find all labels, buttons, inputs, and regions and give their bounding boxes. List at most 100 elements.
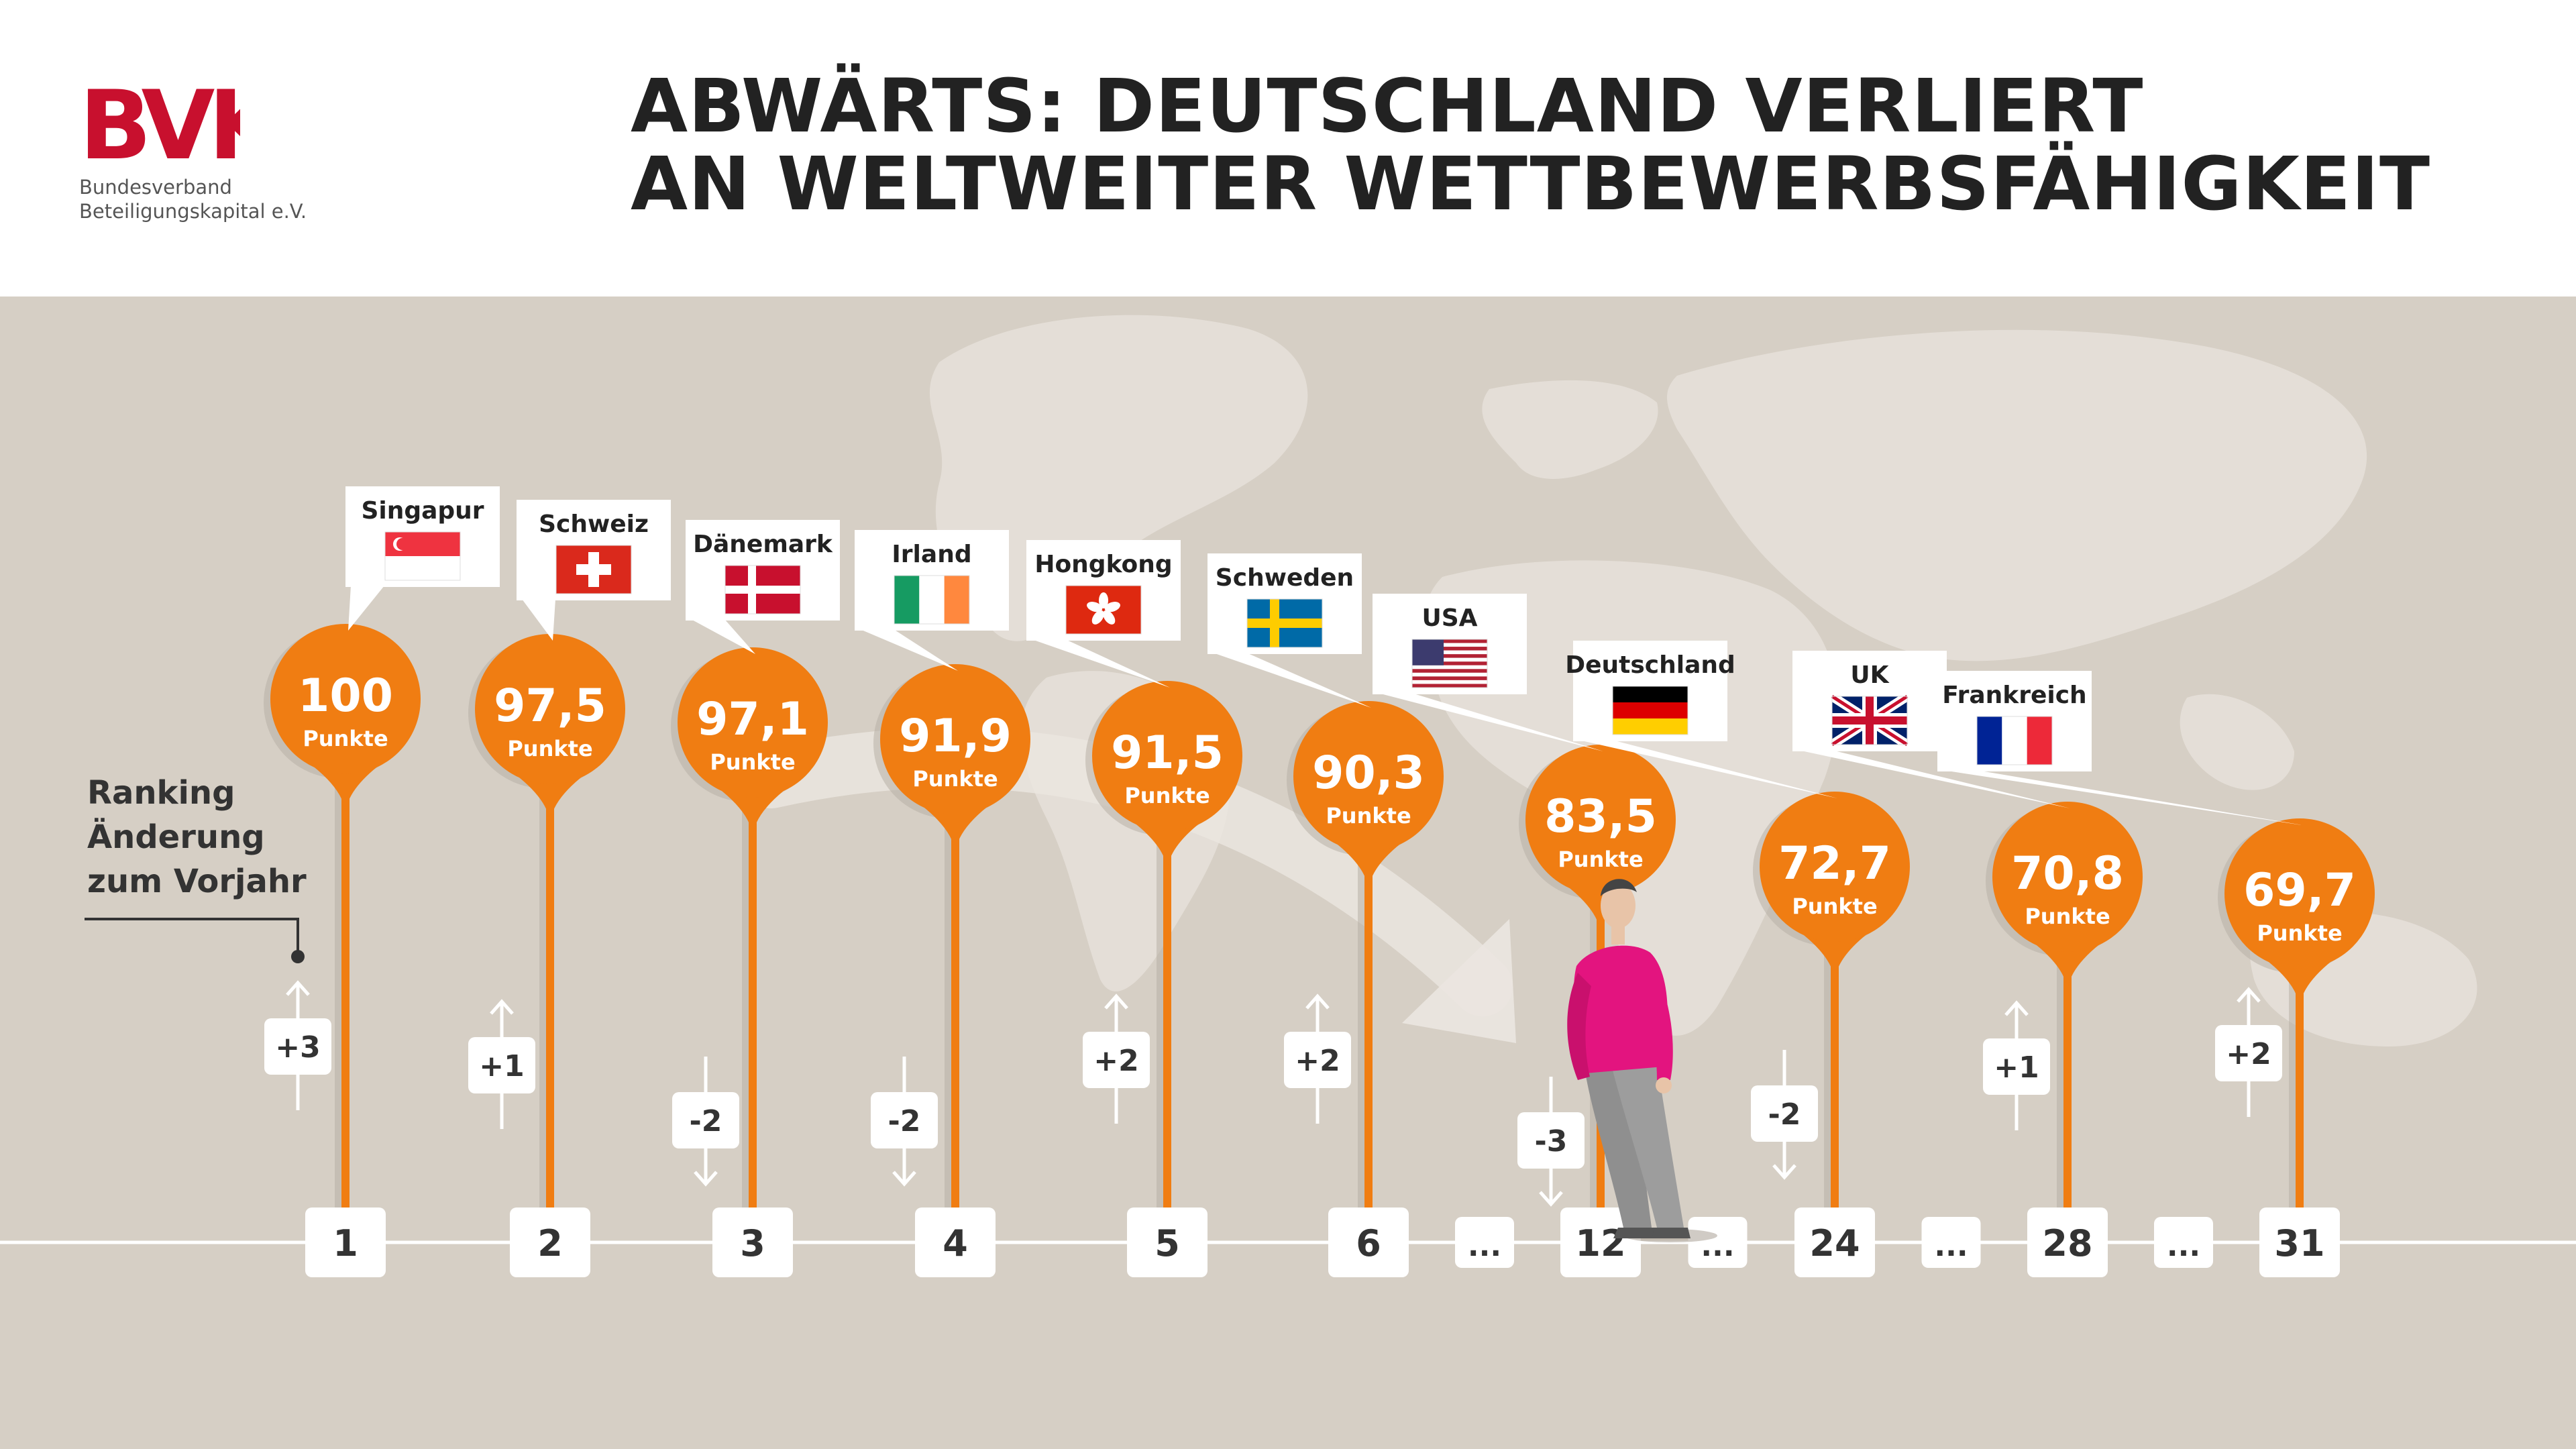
change-arrow-up-icon (2237, 987, 2261, 1003)
country-uk: 70,8 Punkte UK +1 28 (1792, 651, 2143, 1277)
flag-part (919, 576, 945, 624)
change-arrow-up-icon (286, 980, 310, 996)
flag-border (1065, 585, 1142, 635)
country-france: 69,7 Punkte Frankreich +2 31 (1937, 671, 2375, 1277)
pin-stem-shadow (2057, 904, 2065, 1242)
flag-part (1412, 672, 1487, 677)
title-line-1: ABWÄRTS: DEUTSCHLAND VERLIERT (631, 63, 2144, 149)
flag-border (555, 545, 632, 594)
flag-part (576, 564, 611, 575)
pin-head (2224, 818, 2375, 969)
country-name: UK (1850, 661, 1889, 689)
page-title: ABWÄRTS: DEUTSCHLAND VERLIERT AN WELTWEI… (631, 67, 2430, 223)
flag-part (1412, 665, 1487, 669)
points-value: 83,5 (1544, 790, 1657, 843)
person-shoe (1613, 1228, 1657, 1238)
flag-part (1412, 643, 1487, 647)
flag-box-pointer (1943, 770, 2302, 825)
change-arrow-up-icon (490, 999, 514, 1015)
pin-stem-shadow (1824, 894, 1832, 1242)
points-value: 97,1 (696, 693, 809, 746)
pin-stem-shadow (539, 736, 547, 1242)
legend: Ranking Änderung zum Vorjahr (85, 774, 307, 963)
flag-part (1613, 702, 1688, 718)
change-label: +3 (275, 1030, 320, 1065)
points-unit: Punkte (1124, 783, 1210, 808)
flag-part (1412, 650, 1487, 655)
flag-border (1246, 598, 1323, 648)
points-value: 72,7 (1778, 837, 1891, 890)
flag-part (1412, 669, 1487, 673)
flag-usa-icon (1411, 639, 1488, 688)
flag-box-pointer (1578, 740, 1837, 798)
flag-denmark-icon (724, 565, 801, 614)
change-badge (1517, 1112, 1585, 1169)
pin-head (1760, 792, 1910, 942)
change-badge (1983, 1038, 2050, 1095)
map-shape (1667, 329, 2367, 661)
country-germany: 72,7 Punkte Deutschland -2 24 (1565, 641, 1910, 1277)
change-label: +1 (1994, 1051, 2039, 1085)
flag-border (724, 565, 801, 614)
rank-box (1560, 1208, 1641, 1277)
points-unit: Punkte (1792, 894, 1877, 919)
flag-border (1411, 639, 1488, 688)
legend-line-1: Ranking (87, 774, 235, 812)
rank-gap-box (1921, 1217, 1981, 1268)
flag-border (1976, 716, 2053, 765)
country-name: Frankreich (1942, 682, 2086, 709)
points-value: 100 (298, 669, 393, 722)
rank-box (2259, 1208, 2340, 1277)
rank-box (2027, 1208, 2108, 1277)
title-line-2: AN WELTWEITER WETTBEWERBSFÄHIGKEIT (631, 141, 2431, 227)
country-name: Irland (892, 541, 971, 568)
pin-head (880, 664, 1030, 814)
country-name: Deutschland (1565, 651, 1735, 679)
points-unit: Punkte (1558, 847, 1643, 872)
points-unit: Punkte (2257, 920, 2342, 946)
country-sweden: 90,3 Punkte Schweden +2 6 (1208, 553, 1444, 1277)
rank-label: 5 (1155, 1222, 1180, 1265)
flag-uk-icon (1829, 692, 1910, 749)
rank-gap-label: ... (1934, 1229, 1968, 1263)
rank-box (510, 1208, 590, 1277)
flag-part (944, 576, 969, 624)
change-label: -3 (1535, 1124, 1568, 1159)
change-badge (468, 1037, 535, 1093)
rank-gap-label: ... (1468, 1229, 1501, 1263)
points-unit: Punkte (2025, 904, 2110, 929)
flag-box-pointer (1378, 693, 1603, 751)
flag-part (1412, 676, 1487, 680)
pin-stem (341, 726, 350, 1242)
change-badge (2215, 1025, 2282, 1081)
pin-stem (1364, 803, 1373, 1242)
pin-stem (2296, 920, 2304, 1242)
flag-box-pointer (1213, 653, 1371, 708)
country-singapore: 100 Punkte Singapur +3 1 (264, 486, 500, 1277)
change-badge (1751, 1085, 1818, 1142)
flag-part (385, 556, 460, 580)
person-arm (1640, 966, 1673, 1080)
flag-part (1087, 602, 1103, 612)
change-arrow-down-icon (1539, 1191, 1563, 1207)
flag-part (396, 538, 409, 550)
pin-stem-shadow (1358, 803, 1366, 1242)
change-arrow-down-icon (694, 1171, 718, 1187)
pin-head (1092, 681, 1242, 831)
pin-stem-shadow (2289, 920, 2297, 1242)
points-value: 70,8 (2011, 847, 2124, 900)
rank-box (712, 1208, 793, 1277)
person-head (1601, 883, 1635, 928)
flag-part (1613, 718, 1688, 735)
rank-label: 1 (333, 1222, 358, 1265)
pin-stem (749, 749, 757, 1242)
countries: 100 Punkte Singapur +3 1 97,5 Punkte Schweiz +1 2… (264, 486, 2375, 1277)
pin-stem (2063, 904, 2072, 1242)
points-value: 97,5 (494, 680, 606, 733)
change-label: +2 (1093, 1044, 1138, 1078)
rank-label: 28 (2042, 1222, 2092, 1265)
country-switzerland: 97,5 Punkte Schweiz +1 2 (468, 500, 671, 1277)
pin-stem (951, 766, 959, 1242)
points-value: 91,9 (899, 710, 1012, 763)
